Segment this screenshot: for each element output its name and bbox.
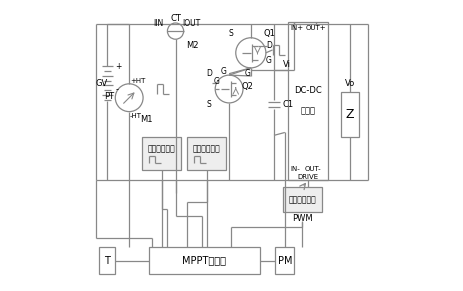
Text: MPPT控制器: MPPT控制器 <box>182 255 226 266</box>
Text: G: G <box>265 56 271 65</box>
Text: +: + <box>115 62 122 71</box>
Text: -HT: -HT <box>130 113 142 119</box>
Text: IIN: IIN <box>153 19 163 28</box>
Text: M2: M2 <box>185 40 198 49</box>
Text: -: - <box>115 85 119 94</box>
Text: IOUT: IOUT <box>182 19 200 28</box>
Text: Q1: Q1 <box>263 29 275 38</box>
Text: PM: PM <box>277 255 292 266</box>
Text: +HT: +HT <box>130 78 145 84</box>
Text: 第二驱动模块: 第二驱动模块 <box>192 144 220 153</box>
Text: G: G <box>213 77 219 86</box>
Bar <box>340 92 359 137</box>
Text: S: S <box>228 29 232 38</box>
Circle shape <box>115 84 143 112</box>
Text: Vo: Vo <box>344 79 354 88</box>
Text: OUT-: OUT- <box>304 166 320 172</box>
Text: M1: M1 <box>140 115 152 124</box>
Bar <box>288 22 327 180</box>
Text: D: D <box>266 41 272 50</box>
Bar <box>149 247 259 274</box>
Text: Z: Z <box>345 108 354 121</box>
Bar <box>187 137 226 170</box>
Bar <box>275 247 294 274</box>
Bar <box>282 187 321 212</box>
Circle shape <box>167 23 183 39</box>
Text: CT: CT <box>170 14 181 23</box>
Text: G: G <box>220 67 226 76</box>
Text: PT: PT <box>104 92 114 101</box>
Bar <box>99 247 114 274</box>
Text: DRIVE: DRIVE <box>297 174 318 180</box>
Text: Vi: Vi <box>282 61 290 70</box>
Text: G: G <box>244 69 250 78</box>
Text: GV: GV <box>95 79 107 88</box>
Circle shape <box>215 75 243 103</box>
Bar <box>142 137 181 170</box>
Text: PWM: PWM <box>291 214 312 223</box>
Text: S: S <box>206 100 211 109</box>
Text: 第三驱动模块: 第三驱动模块 <box>288 195 315 204</box>
Text: 变换器: 变换器 <box>300 106 315 115</box>
Text: IN+: IN+ <box>290 25 303 31</box>
Text: D: D <box>206 69 211 78</box>
Text: OUT+: OUT+ <box>305 25 325 31</box>
Text: Q2: Q2 <box>242 82 253 91</box>
Text: DC-DC: DC-DC <box>294 86 321 95</box>
Circle shape <box>235 38 265 68</box>
Text: C1: C1 <box>282 100 293 109</box>
Text: 第一驱动模块: 第一驱动模块 <box>148 144 175 153</box>
Text: T: T <box>104 255 109 266</box>
Text: IN-: IN- <box>290 166 300 172</box>
